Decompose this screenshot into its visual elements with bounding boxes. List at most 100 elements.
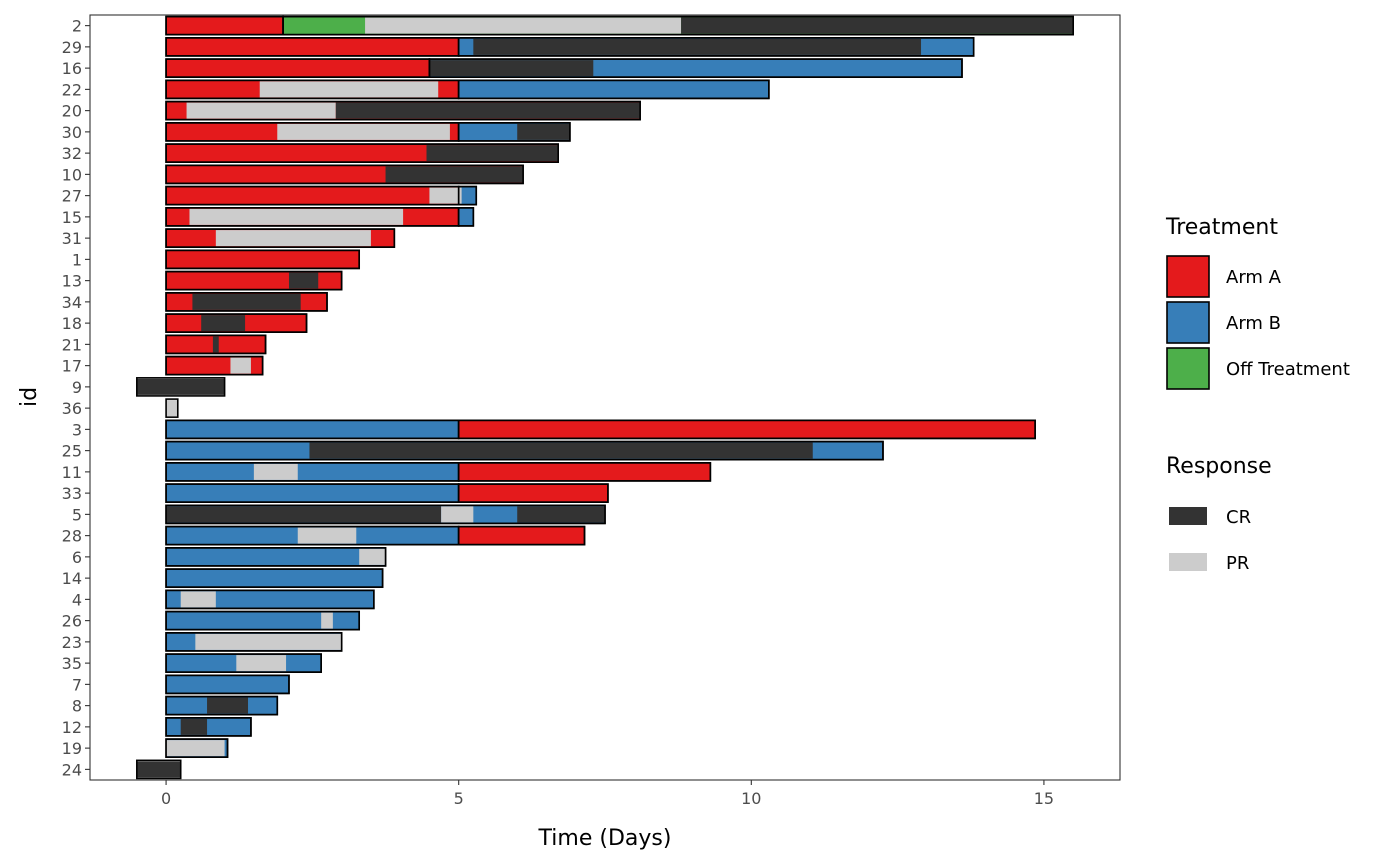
y-tick-label: 7 [72, 675, 82, 694]
response-bar-23-pr [195, 633, 342, 650]
treatment-outline-35-arm-b [165, 653, 322, 673]
legend-key-arm-b [1166, 301, 1210, 344]
treatment-outline-4-arm-b [165, 589, 375, 610]
treatment-outline-16-arm-b [428, 58, 963, 78]
response-bar-5-cr [166, 506, 442, 523]
response-bar-30-pr [277, 123, 450, 140]
response-bar-15-pr [189, 208, 404, 225]
y-tick-label: 32 [62, 144, 82, 163]
treatment-bar-1-arm-a [165, 249, 361, 270]
response-bar-8-cr [207, 697, 249, 714]
response-bar-28-pr [297, 527, 357, 544]
y-tick-label: 28 [62, 527, 82, 546]
response-only-outline-9 [136, 377, 226, 397]
x-tick-label: 15 [1034, 789, 1054, 808]
response-bar-24-cr [136, 761, 181, 778]
treatment-outline-28-arm-a [457, 525, 586, 546]
y-tick-label: 4 [72, 590, 82, 609]
treatment-outline-23-arm-b [165, 632, 343, 652]
response-bar-5-pr [441, 506, 474, 523]
y-tick-label: 10 [62, 165, 82, 184]
treatment-outline-32-arm-a [165, 143, 559, 163]
response-bar-29-cr [473, 38, 922, 55]
treatment-outline-15-arm-b [457, 207, 475, 227]
y-tick-label: 14 [62, 569, 82, 588]
treatment-bar-22-arm-b [457, 79, 770, 100]
treatment-outline-11-arm-a [457, 462, 712, 482]
x-tick-label: 0 [161, 789, 171, 808]
response-bar-5-cr [517, 506, 605, 523]
response-bar-31-pr [215, 230, 371, 247]
legend-key-off-treatment [1166, 347, 1210, 390]
y-tick-label: 36 [62, 399, 82, 418]
legend: Treatment Arm A Arm B Off Treatment Response… [1165, 215, 1350, 574]
response-bar-20-cr [335, 102, 641, 119]
treatment-outline-18-arm-a [165, 313, 308, 333]
treatment-bar-16-arm-a [165, 58, 431, 78]
treatment-outline-17-arm-a [165, 355, 264, 376]
legend-key-arm-a [1166, 255, 1210, 298]
treatment-outline-31-arm-a [165, 228, 396, 248]
legend-label-off-treatment: Off Treatment [1226, 359, 1350, 380]
response-bar-25-cr [309, 442, 813, 459]
response-bar-6-pr [359, 548, 386, 565]
response-bar-30-cr [517, 123, 570, 140]
y-tick-label: 17 [62, 357, 82, 376]
response-bar-2-pr [365, 17, 682, 34]
treatment-outline-10-arm-a [165, 164, 524, 185]
treatment-outline-13-arm-a [165, 270, 343, 291]
y-tick-label: 6 [72, 548, 82, 567]
y-tick-label: 25 [62, 442, 82, 461]
y-tick-label: 11 [62, 463, 82, 482]
treatment-outline-1-arm-a [165, 249, 361, 270]
legend-label-arm-a: Arm A [1226, 267, 1282, 288]
y-tick-label: 33 [62, 484, 82, 503]
treatment-outline-34-arm-a [165, 292, 328, 312]
treatment-outline-25-arm-b [165, 440, 884, 461]
response-bar-22-pr [259, 81, 439, 98]
y-tick-label: 23 [62, 633, 82, 652]
treatment-bar-14-arm-b [165, 568, 384, 588]
treatment-bar-12-arm-b [165, 717, 252, 737]
x-tick-label: 5 [454, 789, 464, 808]
response-bar-16-cr [429, 60, 594, 77]
response-bar-36-pr [166, 400, 178, 417]
y-tick-label: 16 [62, 59, 82, 78]
response-bar-11-pr [253, 463, 298, 480]
treatment-bar-15-arm-b [457, 207, 475, 227]
y-tick-label: 12 [62, 718, 82, 737]
treatment-bar-27-arm-a [165, 185, 460, 206]
legend-title-response: Response [1166, 454, 1272, 479]
treatment-outline-2-off-treatment [282, 15, 1074, 36]
treatment-outline-5-arm-b [165, 504, 606, 525]
legend-key-cr [1169, 507, 1207, 525]
treatment-outline-19-arm-b [165, 738, 229, 758]
legend-label-arm-b: Arm B [1226, 313, 1281, 334]
treatment-outline-7-arm-b [165, 674, 290, 695]
response-bar-20-pr [186, 102, 336, 119]
response-only-outline-36 [165, 398, 179, 418]
response-bar-34-cr [192, 293, 301, 310]
y-axis-title: id [17, 387, 42, 407]
x-tick-label: 10 [741, 789, 761, 808]
response-bar-18-cr [201, 315, 246, 332]
treatment-outline-27-arm-b [457, 185, 478, 206]
y-tick-label: 35 [62, 654, 82, 673]
y-tick-label: 2 [72, 17, 82, 36]
treatment-outline-30-arm-b [457, 122, 571, 142]
response-bar-21-cr [212, 336, 219, 353]
treatment-bar-29-arm-a [165, 37, 460, 57]
legend-key-pr [1169, 553, 1207, 571]
response-bar-4-pr [180, 591, 216, 608]
response-bar-26-pr [321, 612, 333, 629]
legend-label-pr: PR [1226, 553, 1249, 574]
legend-title-treatment: Treatment [1165, 215, 1278, 240]
treatment-bar-11-arm-b [165, 462, 460, 482]
response-bar-2-cr [681, 17, 1074, 34]
treatment-outline-3-arm-a [457, 419, 1036, 440]
y-tick-label: 34 [62, 293, 82, 312]
y-tick-label: 19 [62, 739, 82, 758]
treatment-bar-7-arm-b [165, 674, 290, 695]
response-bars [136, 15, 1074, 780]
